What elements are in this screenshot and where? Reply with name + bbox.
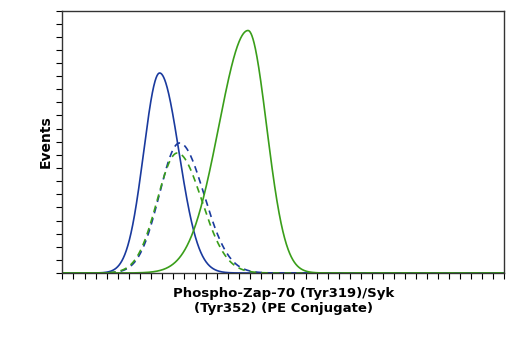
X-axis label: Phospho-Zap-70 (Tyr319)/Syk
(Tyr352) (PE Conjugate): Phospho-Zap-70 (Tyr319)/Syk (Tyr352) (PE… bbox=[173, 287, 394, 315]
Y-axis label: Events: Events bbox=[38, 116, 53, 168]
